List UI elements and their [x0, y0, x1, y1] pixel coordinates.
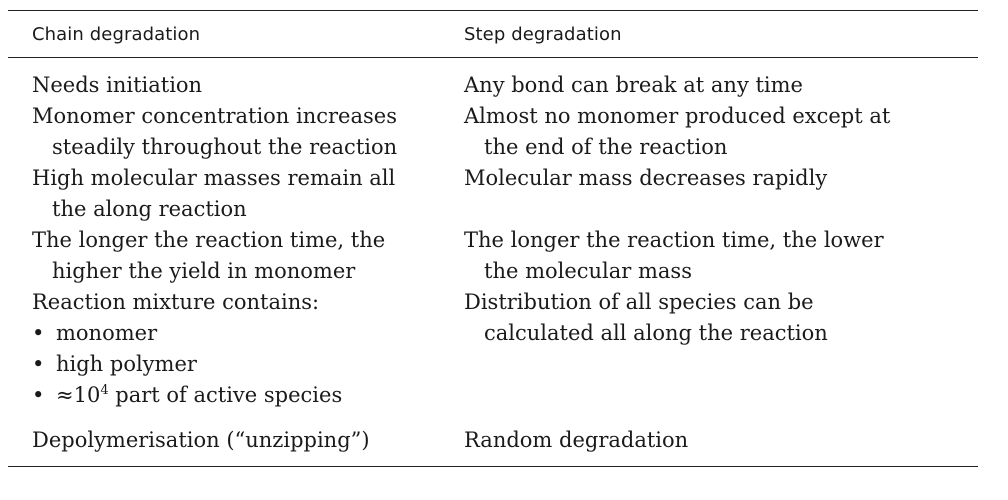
bullet-icon: • [32, 321, 45, 345]
cell-line-continued: calculated all along the reaction [484, 321, 828, 345]
cell-line-continued: the end of the reaction [484, 135, 728, 159]
table-header-rule [8, 57, 978, 58]
table-row: High molecular masses remain all the alo… [8, 163, 978, 225]
cell-line: Depolymerisation (“unzipping”) [32, 428, 370, 452]
cell-step: Random degradation [464, 425, 978, 456]
table-row: Needs initiation Any bond can break at a… [8, 70, 978, 101]
table-row: The longer the reaction time, the higher… [8, 225, 978, 287]
cell-line: Distribution of all species can be [464, 290, 814, 314]
cell-line: The longer the reaction time, the lower [464, 228, 884, 252]
bullet-icon: • [32, 352, 45, 376]
table-top-rule [8, 10, 978, 11]
cell-line: The longer the reaction time, the [32, 228, 386, 252]
header-chain-degradation: Chain degradation [32, 23, 201, 45]
cell-chain: Needs initiation [8, 70, 464, 101]
bullet-text-suffix: part of active species [108, 383, 343, 407]
table-row: Reaction mixture contains: • monomer • hig… [8, 287, 978, 411]
cell-line-continued: the molecular mass [484, 259, 692, 283]
table-bottom-rule [8, 466, 978, 467]
cell-chain: Reaction mixture contains: • monomer • hig… [8, 287, 464, 411]
cell-line: Needs initiation [32, 73, 203, 97]
table-body: Needs initiation Any bond can break at a… [8, 58, 978, 466]
cell-line: Random degradation [464, 428, 689, 452]
cell-line: Almost no monomer produced except at [464, 104, 891, 128]
cell-step: Distribution of all species can be calcu… [464, 287, 978, 411]
cell-line: Monomer concentration increases [32, 104, 397, 128]
bullet-item: • high polymer [32, 349, 464, 380]
bullet-text-superscript: 4 [100, 383, 109, 398]
cell-line: High molecular masses remain all [32, 166, 396, 190]
bullet-item: • ≈104 part of active species [32, 380, 464, 411]
bullet-text: high polymer [56, 352, 197, 376]
cell-line: Molecular mass decreases rapidly [464, 166, 828, 190]
comparison-table: Chain degradation Step degradation Needs… [8, 10, 978, 467]
cell-step: The longer the reaction time, the lower … [464, 225, 978, 287]
bullet-icon: • [32, 383, 45, 407]
bullet-text-prefix: ≈10 [56, 383, 101, 407]
cell-line: Reaction mixture contains: [32, 290, 320, 314]
cell-chain: Depolymerisation (“unzipping”) [8, 425, 464, 456]
header-step-degradation: Step degradation [464, 23, 622, 45]
bullet-item: • monomer [32, 318, 464, 349]
row-spacer [8, 411, 978, 425]
cell-step: Molecular mass decreases rapidly [464, 163, 978, 225]
cell-line-continued: higher the yield in monomer [52, 259, 356, 283]
table-row: Monomer concentration increases steadily… [8, 101, 978, 163]
cell-chain: High molecular masses remain all the alo… [8, 163, 464, 225]
cell-line: Any bond can break at any time [464, 73, 803, 97]
bullet-text: monomer [56, 321, 158, 345]
cell-chain: Monomer concentration increases steadily… [8, 101, 464, 163]
cell-chain: The longer the reaction time, the higher… [8, 225, 464, 287]
cell-line-continued: steadily throughout the reaction [52, 135, 398, 159]
table-header-row: Chain degradation Step degradation [8, 11, 978, 57]
cell-line-continued: the along reaction [52, 197, 247, 221]
cell-step: Almost no monomer produced except at the… [464, 101, 978, 163]
table-row: Depolymerisation (“unzipping”) Random de… [8, 425, 978, 456]
cell-step: Any bond can break at any time [464, 70, 978, 101]
